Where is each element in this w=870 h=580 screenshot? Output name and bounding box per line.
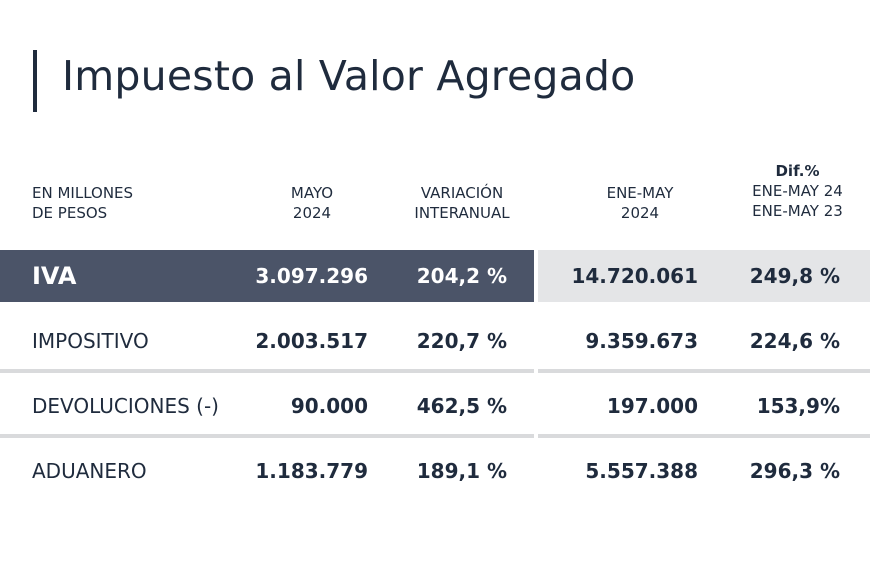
row-enemay-value: 9.359.673 <box>585 329 698 353</box>
header-variacion: VARIACIÓN INTERANUAL <box>398 183 526 223</box>
header-enemay-line1: ENE-MAY <box>606 184 674 202</box>
row-label: DEVOLUCIONES (-) <box>32 394 219 418</box>
row-enemay-value: 5.557.388 <box>585 459 698 483</box>
header-unit-line1: EN MILLONES <box>32 184 134 202</box>
row-dif-value: 224,6 % <box>749 329 840 353</box>
header-variacion-line1: VARIACIÓN <box>420 184 504 202</box>
table-row-aduanero: ADUANERO 1.183.779 189,1 % 5.557.388 296… <box>0 445 870 497</box>
row-mayo-value: 90.000 <box>290 394 368 418</box>
row-separator-right <box>538 434 870 438</box>
row-mayo-value: 3.097.296 <box>255 264 368 288</box>
row-variacion-value: 189,1 % <box>416 459 507 483</box>
table-row-impositivo: IMPOSITIVO 2.003.517 220,7 % 9.359.673 2… <box>0 315 870 367</box>
row-enemay-value: 14.720.061 <box>571 264 698 288</box>
row-enemay-value: 197.000 <box>606 394 698 418</box>
row-mayo-value: 2.003.517 <box>255 329 368 353</box>
row-separator-right <box>538 369 870 373</box>
header-unit: EN MILLONES DE PESOS <box>32 183 133 223</box>
header-dif-line3: ENE-MAY 23 <box>752 202 843 220</box>
header-dif-line2: ENE-MAY 24 <box>752 182 843 200</box>
header-variacion-line2: INTERANUAL <box>414 204 510 222</box>
page-title: Impuesto al Valor Agregado <box>62 52 636 100</box>
row-separator-left <box>0 434 534 438</box>
row-variacion-value: 462,5 % <box>416 394 507 418</box>
row-label: IVA <box>32 262 77 290</box>
iva-row-band-right <box>538 250 870 302</box>
header-mayo-line1: MAYO <box>290 184 334 202</box>
row-dif-value: 153,9% <box>756 394 840 418</box>
header-dif: Dif.% ENE-MAY 24 ENE-MAY 23 <box>740 161 855 221</box>
table-row-devoluciones: DEVOLUCIONES (-) 90.000 462,5 % 197.000 … <box>0 380 870 432</box>
row-dif-value: 249,8 % <box>749 264 840 288</box>
row-variacion-value: 220,7 % <box>416 329 507 353</box>
iva-row-band-left <box>0 250 534 302</box>
table-row-iva: IVA 3.097.296 204,2 % 14.720.061 249,8 % <box>0 250 870 302</box>
title-accent-bar <box>33 50 37 112</box>
row-label: IMPOSITIVO <box>32 329 149 353</box>
row-dif-value: 296,3 % <box>749 459 840 483</box>
row-variacion-value: 204,2 % <box>416 264 507 288</box>
header-enemay: ENE-MAY 2024 <box>590 183 690 223</box>
header-unit-line2: DE PESOS <box>32 204 108 222</box>
row-mayo-value: 1.183.779 <box>255 459 368 483</box>
row-separator-left <box>0 369 534 373</box>
header-enemay-line2: 2024 <box>620 204 660 222</box>
header-mayo-line2: 2024 <box>292 204 332 222</box>
header-dif-line1: Dif.% <box>775 162 820 180</box>
row-label: ADUANERO <box>32 459 147 483</box>
header-mayo: MAYO 2024 <box>262 183 362 223</box>
